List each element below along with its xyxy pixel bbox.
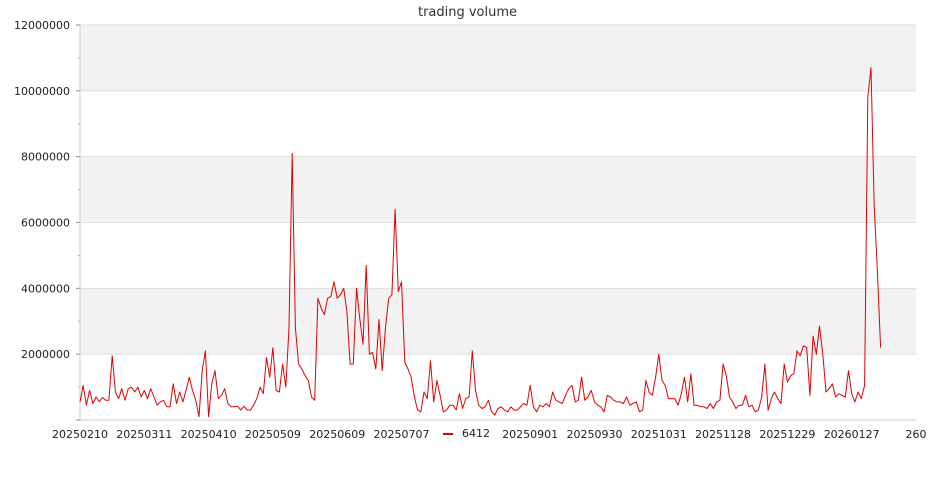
x-tick-label: 20250609 — [309, 428, 365, 441]
legend-label: 6412 — [462, 427, 490, 440]
x-tick-label: 20250210 — [52, 428, 108, 441]
x-tick-label: 20251128 — [695, 428, 751, 441]
plot-band — [80, 90, 916, 157]
plot-bands — [80, 25, 916, 420]
y-tick-label: 4000000 — [21, 282, 70, 295]
x-tick-label: 20251031 — [631, 428, 687, 441]
y-tick-label: 6000000 — [21, 217, 70, 230]
x-tick-label: 20260127 — [824, 428, 880, 441]
y-axis-ticks: 2000000 4000000 6000000 8000000 10000000 1200… — [14, 19, 916, 421]
x-tick-label: 20250311 — [116, 428, 172, 441]
x-axis-ticks: 20250210 20250311 20250410 20250509 20250609… — [52, 428, 927, 441]
legend: 6412 — [443, 427, 490, 440]
x-tick-label: 20251229 — [759, 428, 815, 441]
plot-band — [80, 156, 916, 223]
plot-band — [80, 288, 916, 355]
series-line — [79, 67, 882, 418]
plot-band — [80, 222, 916, 289]
x-tick-label: 20250509 — [245, 428, 301, 441]
x-tick-label: 20250410 — [181, 428, 237, 441]
x-tick-label: 20250707 — [374, 428, 430, 441]
chart-title: trading volume — [418, 5, 517, 20]
y-tick-label: 10000000 — [14, 85, 70, 98]
series-layer — [79, 67, 882, 418]
x-tick-label: 260 — [906, 428, 927, 441]
y-tick-label: 8000000 — [21, 151, 70, 164]
y-tick-label: 12000000 — [14, 19, 70, 32]
x-tick-label: 20250901 — [502, 428, 558, 441]
plot-band — [80, 354, 916, 420]
y-tick-label: 2000000 — [21, 348, 70, 361]
plot-band — [80, 25, 916, 91]
x-tick-label: 20250930 — [566, 428, 622, 441]
